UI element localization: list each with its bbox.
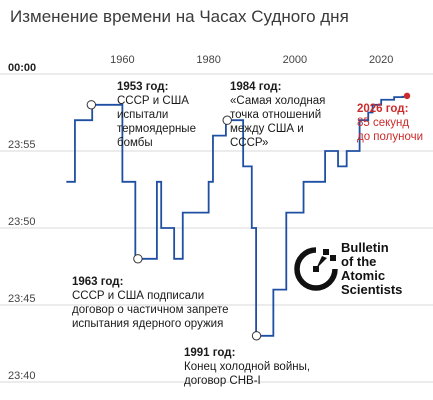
logo-line: of the [341, 254, 377, 269]
y-tick-label: 23:40 [8, 370, 36, 382]
annotation-marker [251, 331, 262, 341]
annotation-title: 2026 год: [357, 103, 408, 115]
annotation-title: 1953 год: [117, 81, 168, 93]
annotation-text: СССР» [230, 137, 268, 149]
annotation-text: «Самая холодная [230, 95, 325, 107]
series-line [66, 95, 408, 337]
y-tick-label: 00:00 [8, 62, 36, 74]
annotation-text: испытали [117, 109, 168, 121]
logo-line: Atomic [341, 268, 386, 283]
y-tick-label: 23:50 [8, 216, 36, 228]
annotation-text: договор о частичном запрете [72, 304, 229, 316]
clock-logo-icon [294, 247, 338, 291]
annotation-marker [86, 100, 97, 110]
annotation-text: до полуночи [357, 131, 423, 143]
x-tick-label: 1960 [110, 54, 134, 66]
annotation-title: 1963 год: [72, 276, 123, 288]
y-tick-label: 23:45 [8, 293, 36, 305]
x-tick-label: 2020 [369, 54, 393, 66]
annotation-text: испытания ядерного оружия [72, 318, 223, 330]
annotation-text: СССР и США подписали [72, 290, 204, 302]
annotation-text: Конец холодной войны, [184, 361, 310, 373]
annotation-text: СССР и США [117, 95, 189, 107]
annotation-title: 1984 год: [230, 81, 281, 93]
annotation-text: между США и [230, 123, 304, 135]
annotation-title: 1991 год: [184, 347, 235, 359]
x-tick-label: 2000 [283, 54, 307, 66]
logo-line: Scientists [341, 282, 403, 297]
highlight-point [403, 92, 411, 100]
logo-text: Bulletin of the Atomic Scientists [341, 241, 402, 297]
annotation-text: 85 секунд [357, 117, 409, 129]
x-tick-label: 1980 [196, 54, 220, 66]
annotation-text: договор СНВ-I [184, 375, 261, 387]
annotation-marker [133, 254, 143, 264]
logo-line: Bulletin [341, 240, 389, 255]
annotation-text: термоядерные [117, 123, 196, 135]
annotation-marker [222, 115, 232, 125]
annotation-text: точка отношений [230, 109, 321, 121]
chart-title: Изменение времени на Часах Судного дня [10, 7, 349, 26]
annotation-text: бомбы [117, 137, 153, 149]
y-tick-label: 23:55 [8, 139, 36, 151]
bulletin-logo: Bulletin of the Atomic Scientists [293, 240, 423, 298]
